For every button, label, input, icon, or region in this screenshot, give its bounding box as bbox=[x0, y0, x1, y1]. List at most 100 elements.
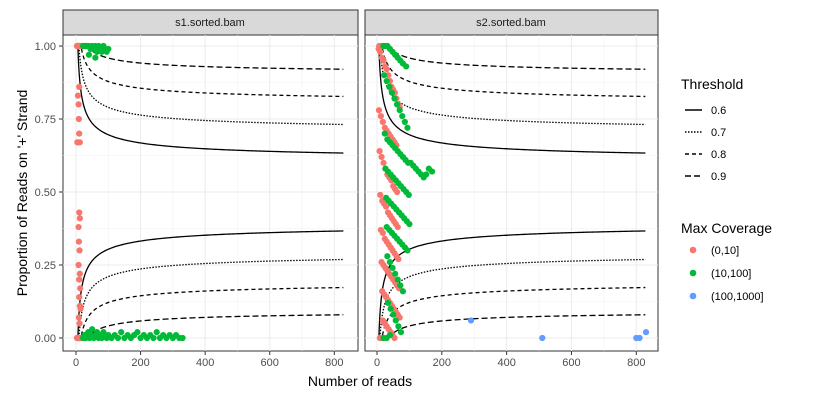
x-tick-label: 800 bbox=[627, 357, 645, 369]
data-point bbox=[377, 112, 384, 120]
data-point bbox=[92, 54, 99, 61]
data-point bbox=[389, 264, 396, 272]
data-point bbox=[382, 203, 390, 210]
data-point bbox=[75, 223, 82, 231]
y-tick-label: 0.75 bbox=[35, 114, 56, 126]
data-point bbox=[76, 83, 83, 90]
x-tick-label: 400 bbox=[497, 357, 515, 369]
data-point bbox=[636, 334, 643, 342]
data-point bbox=[386, 83, 393, 90]
data-point bbox=[395, 256, 402, 263]
data-point bbox=[392, 270, 399, 277]
coverage-legend-label: (10,100] bbox=[711, 268, 751, 280]
data-point bbox=[380, 159, 387, 166]
data-point bbox=[76, 215, 83, 222]
x-tick-label: 0 bbox=[73, 357, 79, 369]
axes: 0 200 400 600 800 0 200 400 600 800 0.00 0.25 0.50 0.… bbox=[35, 41, 646, 369]
data-point bbox=[383, 66, 390, 73]
data-point bbox=[399, 112, 406, 120]
data-point bbox=[396, 107, 403, 114]
legend: Threshold 0.6 0.7 0.8 0.9 Max Coverage (0,10] (… bbox=[681, 76, 772, 303]
threshold-legend-label: 0.8 bbox=[711, 149, 726, 161]
data-point bbox=[391, 95, 398, 102]
panel-1-title: s1.sorted.bam bbox=[175, 17, 245, 29]
data-point bbox=[394, 276, 401, 283]
data-point bbox=[423, 171, 430, 178]
coverage-legend-key bbox=[689, 246, 697, 254]
data-point bbox=[394, 223, 401, 231]
panel-2-background bbox=[364, 34, 659, 352]
data-point bbox=[75, 101, 82, 108]
data-point bbox=[406, 221, 413, 228]
panel-1-background bbox=[62, 34, 359, 352]
threshold-curve-0.7-upper bbox=[76, 45, 344, 126]
data-point bbox=[376, 148, 383, 155]
data-point bbox=[75, 238, 83, 245]
y-tick-label: 1.00 bbox=[35, 41, 56, 53]
data-point bbox=[388, 89, 396, 96]
coverage-legend-title: Max Coverage bbox=[681, 220, 772, 236]
panel-1-strip bbox=[62, 9, 359, 36]
data-point bbox=[383, 77, 390, 85]
data-point bbox=[395, 323, 402, 330]
x-tick-label: 200 bbox=[131, 357, 149, 369]
data-point bbox=[404, 124, 411, 131]
coverage-legend-key bbox=[689, 269, 697, 277]
data-point bbox=[386, 258, 394, 266]
data-point bbox=[384, 253, 391, 260]
data-point bbox=[392, 317, 399, 324]
data-point bbox=[642, 329, 650, 336]
data-point bbox=[377, 191, 384, 199]
x-axis-label: Number of reads bbox=[308, 373, 412, 389]
data-point bbox=[467, 317, 475, 324]
data-point bbox=[539, 334, 546, 342]
data-point bbox=[403, 63, 410, 70]
data-point bbox=[74, 139, 81, 146]
data-point bbox=[76, 320, 83, 327]
data-point bbox=[377, 48, 384, 55]
data-point bbox=[77, 305, 84, 312]
data-point bbox=[379, 229, 386, 236]
panel-2-title: s2.sorted.bam bbox=[476, 17, 546, 29]
data-point bbox=[384, 299, 392, 307]
x-tick-label: 0 bbox=[374, 357, 380, 369]
data-point bbox=[75, 115, 83, 123]
coverage-legend-key bbox=[689, 292, 697, 300]
data-point bbox=[399, 288, 407, 295]
data-point bbox=[76, 209, 83, 216]
data-point bbox=[381, 72, 388, 79]
threshold-legend-label: 0.7 bbox=[711, 127, 726, 139]
threshold-curve-0.6-upper bbox=[377, 45, 646, 154]
data-point bbox=[404, 247, 411, 254]
y-tick-label: 0.25 bbox=[35, 260, 56, 272]
y-axis-label: Proportion of Reads on '+' Strand bbox=[14, 90, 30, 297]
data-point bbox=[179, 334, 186, 342]
data-point bbox=[405, 191, 412, 199]
data-point bbox=[397, 282, 404, 289]
y-tick-label: 0.50 bbox=[35, 187, 56, 199]
threshold-curve-0.8-upper bbox=[76, 45, 344, 98]
x-tick-label: 200 bbox=[433, 357, 451, 369]
data-point bbox=[75, 261, 82, 269]
data-point bbox=[429, 168, 436, 175]
threshold-curve-0.7-lower bbox=[76, 258, 344, 339]
coverage-legend-label: (100,1000] bbox=[711, 291, 764, 303]
x-tick-label: 600 bbox=[562, 357, 580, 369]
data-point bbox=[89, 326, 96, 333]
data-point bbox=[77, 285, 84, 292]
data-point bbox=[390, 311, 397, 318]
data-points bbox=[73, 42, 650, 342]
threshold-curve-0.8-lower bbox=[377, 286, 646, 339]
threshold-legend-label: 0.9 bbox=[711, 171, 726, 183]
data-point bbox=[76, 294, 83, 301]
data-point bbox=[387, 305, 394, 312]
threshold-legend-label: 0.6 bbox=[711, 105, 726, 117]
data-point bbox=[75, 314, 83, 321]
data-point bbox=[105, 45, 112, 53]
data-point bbox=[401, 118, 408, 126]
data-point bbox=[386, 331, 394, 339]
data-point bbox=[150, 334, 157, 342]
threshold-curve-0.8-upper bbox=[377, 45, 646, 98]
data-point bbox=[381, 130, 388, 137]
data-point bbox=[76, 130, 83, 137]
